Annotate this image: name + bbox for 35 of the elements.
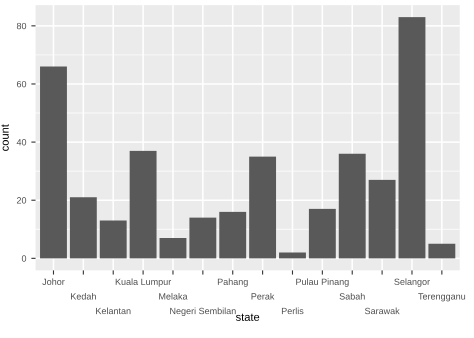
bar: [130, 150, 157, 258]
x-tick-label: Selangor: [394, 278, 430, 287]
bar: [279, 252, 306, 258]
x-tick-label: Perak: [252, 292, 274, 300]
bar: [160, 238, 186, 258]
bar: [428, 244, 456, 258]
x-tick-label: Sabah: [340, 292, 365, 300]
y-axis-title: count: [1, 124, 9, 151]
bar: [308, 208, 336, 258]
x-tick-label: Negeri Sembilan: [170, 308, 236, 316]
x-tick-label: Johor: [42, 278, 65, 285]
x-tick-label: Terengganu: [418, 293, 466, 302]
bar: [249, 156, 276, 258]
y-tick-label: 20: [16, 197, 26, 204]
bar: [368, 180, 396, 258]
y-tick-label: 40: [16, 139, 26, 146]
bar: [189, 218, 216, 258]
bar: [398, 17, 426, 258]
x-axis-title: state: [236, 314, 260, 321]
x-tick-label: Pahang: [218, 278, 248, 287]
x-tick-label: Kuala Lumpur: [116, 278, 172, 287]
x-tick-label: Pulau Pinang: [296, 278, 349, 287]
bar: [70, 197, 97, 258]
x-tick-label: Melaka: [159, 292, 188, 300]
bar: [219, 212, 246, 258]
bar: [338, 154, 366, 258]
bar: [40, 66, 67, 258]
x-tick-label: Kelantan: [96, 308, 130, 314]
x-tick-label: Sarawak: [364, 308, 400, 314]
y-tick-label: 80: [16, 22, 26, 30]
y-tick-label: 60: [16, 80, 26, 88]
x-tick-label: Kedah: [71, 292, 96, 300]
x-tick-label: Perlis: [282, 308, 304, 314]
bar: [100, 220, 127, 258]
y-tick-label: 0: [22, 255, 26, 262]
